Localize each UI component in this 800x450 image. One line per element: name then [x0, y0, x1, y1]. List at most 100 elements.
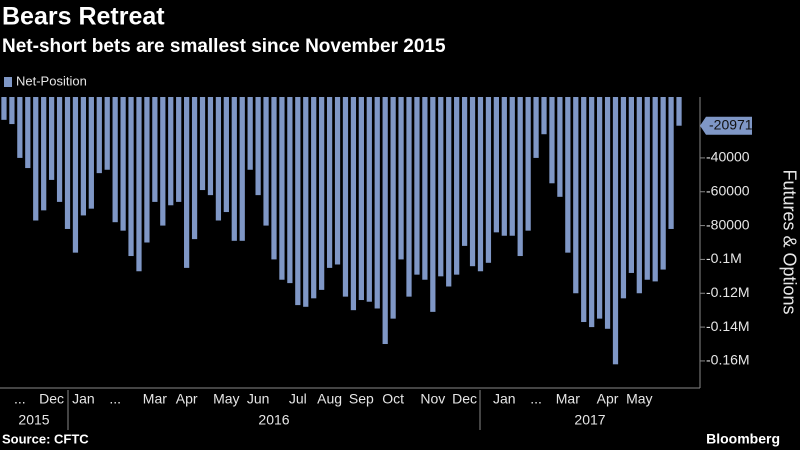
- bar: [533, 97, 539, 158]
- bar: [1, 97, 7, 120]
- bar: [231, 97, 237, 241]
- bar: [493, 97, 499, 233]
- bar: [620, 97, 627, 299]
- bar: [25, 97, 31, 169]
- bar: [33, 97, 39, 221]
- y-axis-label: Futures & Options: [779, 169, 799, 314]
- bar: [628, 97, 634, 273]
- bar: [461, 97, 468, 246]
- bar: [501, 97, 507, 236]
- bar: [485, 97, 492, 263]
- bar: [41, 97, 47, 211]
- bar: [319, 97, 325, 290]
- bar: [557, 97, 563, 197]
- bar: [112, 97, 118, 223]
- x-tick-label: Mar: [143, 391, 167, 407]
- bar: [104, 97, 110, 170]
- y-tick-label: -80000: [706, 216, 750, 232]
- x-tick-label: Aug: [317, 391, 342, 407]
- brand: Bloomberg: [706, 431, 780, 447]
- source: Source: CFTC: [2, 431, 89, 446]
- x-tick-label: ...: [14, 391, 26, 407]
- bar: [184, 97, 190, 268]
- bar: [350, 97, 357, 311]
- bar: [406, 97, 412, 297]
- bar: [144, 97, 150, 243]
- bar: [168, 97, 174, 206]
- x-tick-label: May: [213, 391, 239, 407]
- x-tick-label: ...: [109, 391, 121, 407]
- bar: [247, 97, 253, 170]
- x-tick-label: Dec: [39, 391, 64, 407]
- chart-subtitle: Net-short bets are smallest since Novemb…: [2, 36, 446, 57]
- bar: [295, 97, 301, 306]
- y-tick-label: -60000: [706, 182, 750, 198]
- value-callout: [700, 116, 752, 135]
- bar: [49, 97, 55, 180]
- bar: [644, 97, 650, 280]
- y-tick-label: -0.16M: [706, 352, 750, 368]
- x-tick-label: May: [626, 391, 652, 407]
- bar: [160, 97, 166, 226]
- bar: [128, 97, 134, 257]
- bar: [96, 97, 102, 174]
- x-tick-label: Jul: [289, 391, 307, 407]
- bar: [382, 97, 388, 345]
- y-tick-label: -0.12M: [706, 284, 750, 300]
- bar: [636, 97, 642, 294]
- chart-title: Bears Retreat: [2, 3, 165, 31]
- year-label: 2015: [18, 412, 49, 428]
- bar: [398, 97, 404, 260]
- bar: [199, 97, 206, 191]
- x-tick-label: Jan: [72, 391, 95, 407]
- bar: [287, 97, 293, 284]
- bar: [565, 97, 571, 253]
- year-label: 2017: [574, 412, 605, 428]
- bar: [334, 97, 341, 265]
- value-label: -20971: [709, 116, 753, 132]
- bar: [326, 97, 333, 268]
- bar: [152, 97, 158, 202]
- bar: [517, 97, 523, 257]
- bar: [263, 97, 269, 226]
- bar: [525, 97, 531, 231]
- bar: [589, 97, 595, 328]
- bar: [422, 97, 428, 280]
- bar: [596, 97, 603, 319]
- year-label: 2016: [258, 412, 289, 428]
- bar: [604, 97, 611, 329]
- bar: [358, 97, 364, 301]
- bar: [191, 97, 198, 240]
- legend-swatch: [4, 77, 12, 87]
- bar: [668, 97, 674, 229]
- bar: [374, 97, 380, 309]
- bar: [223, 97, 229, 213]
- x-tick-label: Jan: [493, 391, 516, 407]
- bar: [414, 97, 420, 275]
- x-tick-label: Dec: [452, 391, 477, 407]
- x-tick-label: Oct: [382, 391, 404, 407]
- x-tick-label: Mar: [556, 391, 580, 407]
- bar: [176, 97, 182, 202]
- bar: [136, 97, 142, 272]
- bar: [454, 97, 460, 275]
- bar: [17, 97, 23, 158]
- bar: [469, 97, 476, 267]
- bar: [88, 97, 94, 209]
- bar: [342, 97, 349, 297]
- x-tick-label: Apr: [597, 391, 619, 407]
- bar: [509, 97, 515, 236]
- bar: [366, 97, 372, 302]
- bar: [311, 97, 317, 299]
- bar: [56, 97, 63, 202]
- bar: [239, 97, 245, 241]
- bar: [477, 97, 484, 272]
- bar: [549, 97, 555, 184]
- bar: [303, 97, 309, 307]
- bar: [676, 97, 682, 126]
- bar: [279, 97, 285, 280]
- bar: [430, 97, 436, 312]
- bar: [80, 97, 87, 216]
- x-tick-label: Jun: [247, 391, 270, 407]
